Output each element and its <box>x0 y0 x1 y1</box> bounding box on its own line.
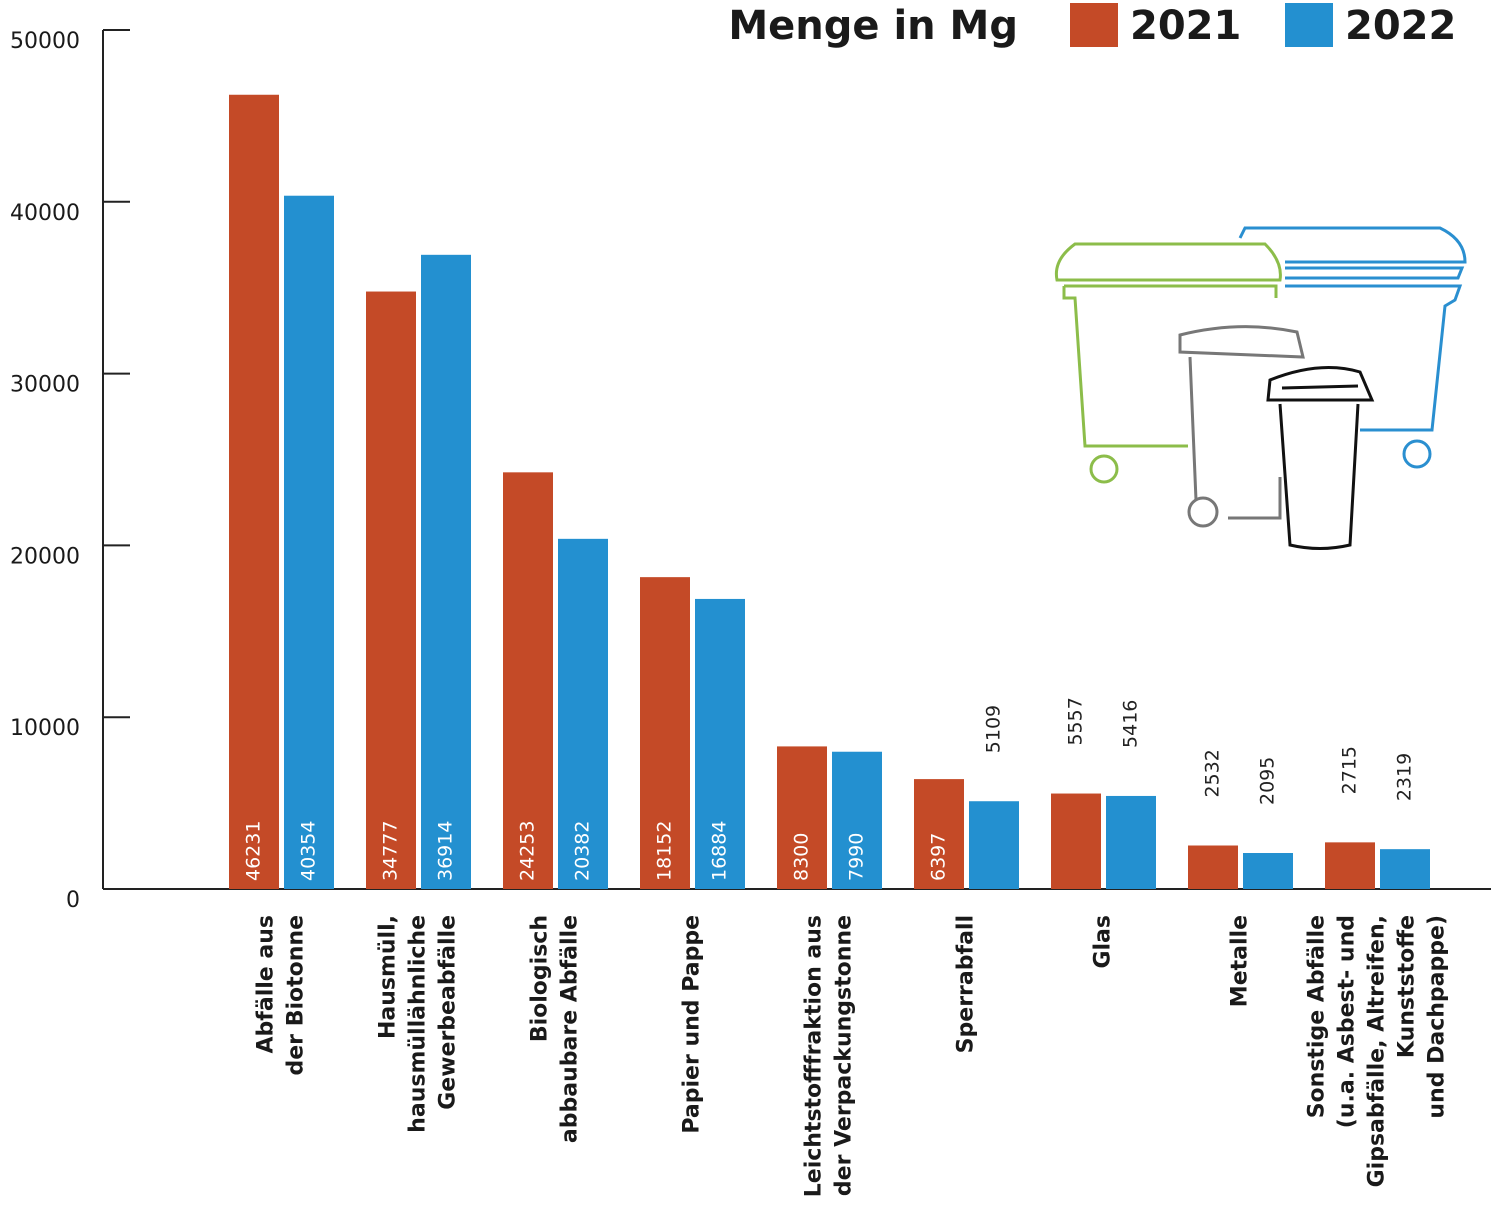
legend-title: Menge in Mg <box>728 3 1018 49</box>
legend-swatch <box>1070 3 1118 47</box>
value-label: 34777 <box>380 821 402 881</box>
value-label: 36914 <box>435 821 457 881</box>
legend-swatch <box>1285 3 1333 47</box>
value-label: 24253 <box>517 821 539 881</box>
legend-label: 2021 <box>1130 3 1241 49</box>
y-tick-label: 30000 <box>10 373 80 398</box>
value-label: 2095 <box>1257 757 1279 805</box>
bar <box>695 598 745 889</box>
x-tick-label: Metalle <box>1228 915 1253 1007</box>
x-tick-label: Abfälle aus der Biotonne <box>254 915 309 1075</box>
bar <box>284 195 334 890</box>
bin-illustration <box>1054 226 1467 550</box>
bar <box>1106 795 1156 889</box>
bar <box>914 779 964 889</box>
y-tick-label: 50000 <box>10 29 80 54</box>
y-tick-label: 40000 <box>10 201 80 226</box>
x-tick-label: Sonstige Abfälle (u.a. Asbest- und Gipsabf… <box>1305 915 1450 1187</box>
x-tick-label: Papier und Pappe <box>680 915 705 1134</box>
bar <box>1188 845 1238 889</box>
bar <box>503 472 553 889</box>
bar <box>366 291 416 889</box>
value-label: 5557 <box>1065 697 1087 745</box>
value-label: 16884 <box>709 821 731 881</box>
value-label: 2715 <box>1339 746 1361 794</box>
x-tick-label: Hausmüll, hausmüllähnliche Gewerbeabfälle <box>376 915 461 1133</box>
value-label: 20382 <box>572 821 594 881</box>
y-tick-label: 0 <box>66 888 80 913</box>
value-label: 18152 <box>654 821 676 881</box>
bar <box>640 577 690 889</box>
value-label: 2532 <box>1202 749 1224 797</box>
bar <box>421 254 471 889</box>
value-label: 8300 <box>791 833 813 881</box>
y-tick-label: 10000 <box>10 716 80 741</box>
value-label: 5109 <box>983 705 1005 753</box>
value-label: 6397 <box>928 833 950 881</box>
value-label: 46231 <box>243 821 265 881</box>
bar <box>1380 849 1430 889</box>
bar <box>832 751 882 889</box>
bar <box>1243 853 1293 889</box>
y-tick-label: 20000 <box>10 544 80 569</box>
value-label: 2319 <box>1394 753 1416 801</box>
bar <box>558 538 608 889</box>
bar <box>969 801 1019 889</box>
bar <box>1051 793 1101 889</box>
value-label: 40354 <box>298 821 320 881</box>
x-tick-label: Glas <box>1091 915 1116 969</box>
x-tick-label: Leichtstofffraktion aus der Verpackungsto… <box>802 915 857 1197</box>
bar <box>1325 842 1375 889</box>
bar <box>777 746 827 889</box>
value-label: 7990 <box>846 833 868 881</box>
x-tick-label: Sperrabfall <box>954 915 979 1053</box>
legend-label: 2022 <box>1345 3 1456 49</box>
value-label: 5416 <box>1120 700 1142 748</box>
bar <box>229 94 279 890</box>
x-tick-label: Biologisch abbaubare Abfälle <box>528 915 583 1143</box>
